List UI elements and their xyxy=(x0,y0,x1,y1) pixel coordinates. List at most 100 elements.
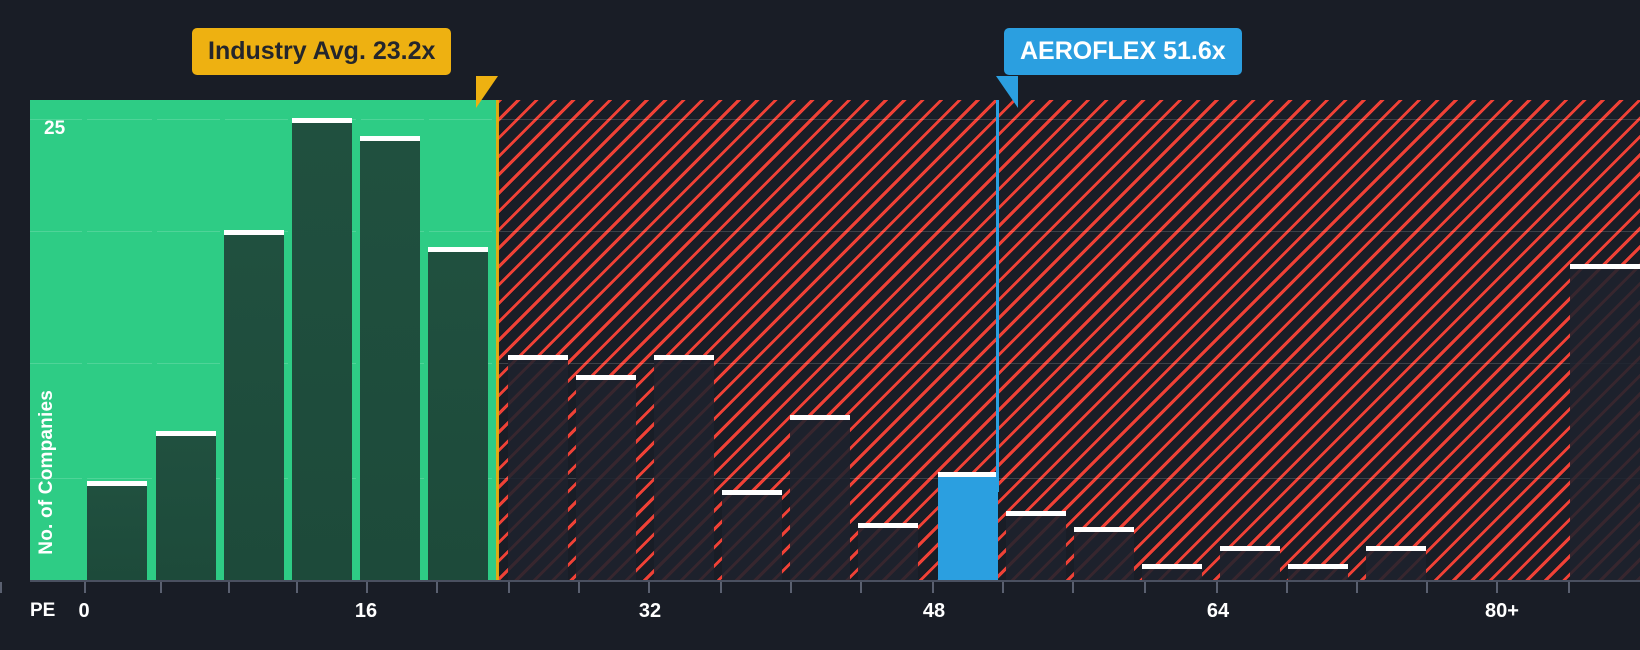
bar-68-72[interactable] xyxy=(1288,564,1348,580)
x-axis-label-32: 32 xyxy=(638,600,662,622)
x-axis-tick xyxy=(0,582,2,593)
y-axis-title: No. of Companies xyxy=(36,390,57,555)
y-axis-tick-label: 25 xyxy=(44,118,66,139)
bar-56-60[interactable] xyxy=(1074,527,1134,580)
bar-cap xyxy=(360,136,420,141)
bar-body xyxy=(576,380,636,580)
x-axis-tick xyxy=(932,582,934,593)
gridline xyxy=(30,363,1640,364)
bar-cap xyxy=(1288,564,1348,569)
x-axis-label-16: 16 xyxy=(354,600,378,622)
bar-64-68[interactable] xyxy=(1220,546,1280,580)
bar-separator xyxy=(152,100,157,580)
bar-separator xyxy=(82,100,87,580)
bar-4-8[interactable] xyxy=(156,431,216,580)
bar-body xyxy=(224,235,284,580)
gridline xyxy=(30,119,1640,120)
bar-body xyxy=(790,420,850,580)
bar-separator xyxy=(424,100,429,580)
bar-cap xyxy=(508,355,568,360)
bar-20-24[interactable] xyxy=(428,247,488,580)
bar-72-76[interactable] xyxy=(1366,546,1426,580)
bar-cap xyxy=(292,118,352,123)
bar-cap xyxy=(1570,264,1640,269)
industry-average-tooltip[interactable]: Industry Avg. 23.2x xyxy=(192,28,452,76)
x-axis-line xyxy=(30,580,1640,582)
x-axis-tick xyxy=(1072,582,1074,593)
x-axis-tick xyxy=(1216,582,1218,593)
x-axis-tick xyxy=(508,582,510,593)
x-axis-tick xyxy=(296,582,298,593)
bar-cap xyxy=(858,523,918,528)
expensive-zone xyxy=(498,100,1640,580)
x-axis-tick xyxy=(160,582,162,593)
company-marker-line xyxy=(996,100,999,492)
x-axis-prefix-label: PE xyxy=(30,600,56,621)
x-axis-tick xyxy=(1356,582,1358,593)
bar-body xyxy=(156,436,216,580)
bar-cap xyxy=(1006,511,1066,516)
bar-separator xyxy=(492,100,497,580)
bar-body xyxy=(1142,569,1202,580)
bar-0-4[interactable] xyxy=(87,481,147,580)
bar-body xyxy=(858,528,918,580)
bar-48-52-aeroflex[interactable] xyxy=(938,472,998,580)
bar-body xyxy=(1570,269,1640,580)
bar-body xyxy=(508,360,568,580)
bar-cap xyxy=(576,375,636,380)
x-axis-tick xyxy=(1568,582,1570,593)
bar-body xyxy=(292,123,352,580)
x-axis-tick xyxy=(790,582,792,593)
bar-body xyxy=(1074,532,1134,580)
bar-52-56[interactable] xyxy=(1006,511,1066,580)
bar-body xyxy=(87,486,147,580)
bar-body xyxy=(938,477,998,580)
bar-body xyxy=(1288,569,1348,580)
bar-cap xyxy=(1366,546,1426,551)
x-axis-tick xyxy=(436,582,438,593)
bar-80-plus[interactable] xyxy=(1570,264,1640,580)
bar-cap xyxy=(722,490,782,495)
x-axis-tick xyxy=(366,582,368,593)
gridline xyxy=(30,231,1640,232)
x-axis-tick xyxy=(648,582,650,593)
bar-separator xyxy=(220,100,225,580)
bar-cap xyxy=(1142,564,1202,569)
bar-cap xyxy=(1074,527,1134,532)
bar-separator xyxy=(356,100,361,580)
x-axis-tick xyxy=(1144,582,1146,593)
bar-28-32[interactable] xyxy=(576,375,636,580)
company-tooltip[interactable]: AEROFLEX 51.6x xyxy=(1004,28,1242,76)
bar-body xyxy=(654,360,714,580)
bar-cap xyxy=(1220,546,1280,551)
bar-body xyxy=(1366,551,1426,580)
bar-32-36[interactable] xyxy=(654,355,714,580)
industry-average-tooltip-label: Industry Avg. 23.2x xyxy=(208,37,436,65)
bar-body xyxy=(722,495,782,580)
bar-cap xyxy=(428,247,488,252)
bar-24-28[interactable] xyxy=(508,355,568,580)
x-axis-tick xyxy=(1496,582,1498,593)
bar-cap xyxy=(654,355,714,360)
bar-body xyxy=(1220,551,1280,580)
bar-40-44[interactable] xyxy=(790,415,850,580)
industry-average-marker-line xyxy=(496,100,499,580)
bar-cap xyxy=(87,481,147,486)
x-axis-tick xyxy=(860,582,862,593)
bar-cap xyxy=(156,431,216,436)
x-axis-tick xyxy=(84,582,86,593)
bar-60-64[interactable] xyxy=(1142,564,1202,580)
bar-36-40[interactable] xyxy=(722,490,782,580)
bar-body xyxy=(1006,516,1066,580)
bar-8-12[interactable] xyxy=(224,230,284,580)
bar-12-16[interactable] xyxy=(292,118,352,580)
x-axis-label-80p: 80+ xyxy=(1485,600,1519,622)
x-axis-tick xyxy=(720,582,722,593)
bar-44-48[interactable] xyxy=(858,523,918,580)
bar-16-20[interactable] xyxy=(360,136,420,580)
x-axis-label-0: 0 xyxy=(78,600,90,622)
bar-body xyxy=(360,141,420,580)
bar-separator xyxy=(288,100,293,580)
plot-area xyxy=(30,100,1640,580)
